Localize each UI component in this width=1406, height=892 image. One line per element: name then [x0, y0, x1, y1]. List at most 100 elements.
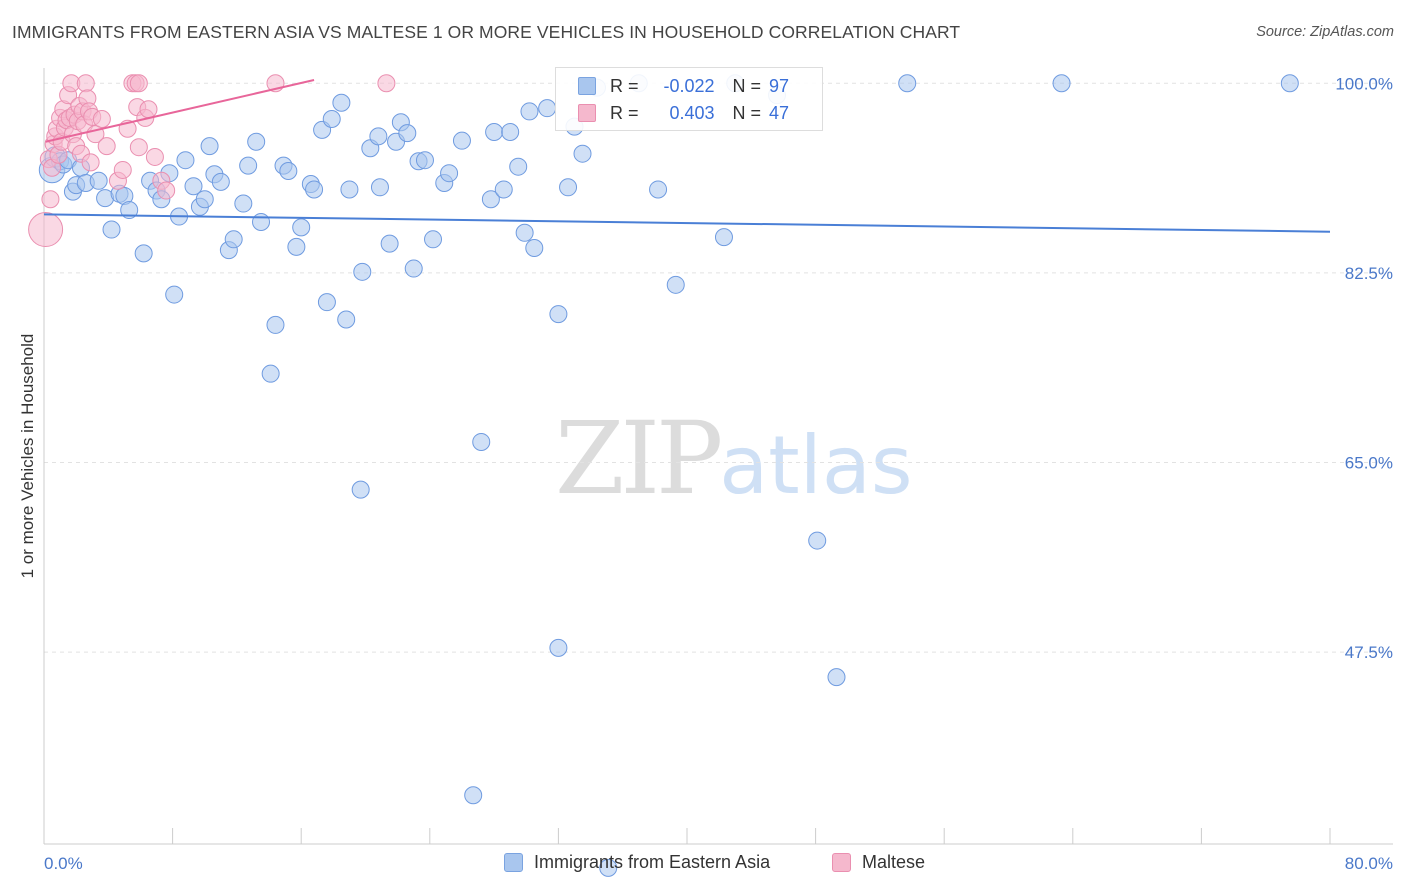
- eastern-asia-point: [494, 180, 513, 199]
- eastern-asia-point: [287, 237, 306, 256]
- watermark-atlas: atlas: [719, 419, 913, 512]
- eastern-asia-point: [464, 786, 483, 805]
- eastern-asia-point: [184, 177, 203, 196]
- maltese-point: [97, 137, 116, 156]
- eastern-asia-point: [200, 137, 219, 156]
- watermark: ZIPatlas: [555, 400, 913, 517]
- maltese-trendline: [45, 79, 315, 143]
- eastern-asia-point: [440, 164, 459, 183]
- correlation-legend: R = -0.022 N = 97 R = 0.403 N = 47: [555, 67, 823, 131]
- legend-n-value: 47: [769, 102, 790, 123]
- x-tick-label: 80.0%: [1345, 854, 1393, 873]
- maltese-point: [28, 212, 64, 248]
- eastern-asia-point: [224, 230, 243, 249]
- legend-r-label: R =: [610, 75, 639, 96]
- legend-row-maltese: R = 0.403 N = 47: [578, 101, 789, 125]
- maltese-point: [129, 138, 148, 157]
- series-legend-maltese: Maltese: [832, 852, 925, 873]
- maltese-point: [76, 74, 95, 93]
- eastern-asia-point: [714, 228, 733, 247]
- eastern-asia-point: [89, 171, 108, 190]
- y-tick-label: 65.0%: [1345, 454, 1393, 473]
- legend-r-value: -0.022: [663, 75, 715, 96]
- eastern-asia-point: [211, 172, 230, 191]
- y-tick-label: 100.0%: [1335, 74, 1393, 93]
- eastern-asia-point: [266, 315, 285, 334]
- series-legend: Immigrants from Eastern Asia Maltese: [0, 852, 1406, 878]
- series-legend-eastern-asia: Immigrants from Eastern Asia: [504, 852, 770, 873]
- eastern-asia-point: [340, 180, 359, 199]
- x-tick-label: 0.0%: [44, 854, 83, 873]
- eastern-asia-point: [501, 123, 520, 142]
- eastern-asia-point: [599, 858, 618, 877]
- eastern-asia-point: [102, 220, 121, 239]
- eastern-asia-point: [134, 244, 153, 263]
- eastern-asia-point: [247, 132, 266, 151]
- eastern-asia-point: [195, 190, 214, 209]
- source-label: Source: ZipAtlas.com: [1256, 24, 1394, 40]
- eastern-asia-point: [538, 99, 557, 118]
- legend-r-value: 0.403: [669, 102, 715, 123]
- eastern-asia-point: [472, 432, 491, 451]
- maltese-point: [157, 181, 176, 200]
- eastern-asia-point: [261, 364, 280, 383]
- watermark-zip: ZIP: [555, 400, 723, 517]
- eastern-asia-point: [252, 212, 271, 231]
- legend-n-label: N =: [732, 75, 762, 96]
- eastern-asia-point: [369, 127, 388, 146]
- eastern-asia-point: [649, 180, 668, 199]
- eastern-asia-point: [370, 178, 389, 197]
- eastern-asia-point: [239, 156, 258, 175]
- eastern-asia-point: [549, 305, 568, 324]
- eastern-asia-point: [279, 162, 298, 181]
- eastern-asia-point: [520, 102, 539, 121]
- eastern-asia-point: [485, 123, 504, 142]
- eastern-asia-point: [337, 310, 356, 329]
- legend-n-value: 97: [769, 75, 790, 96]
- eastern-asia-point: [351, 480, 370, 499]
- maltese-point: [145, 147, 164, 166]
- eastern-asia-point: [380, 234, 399, 253]
- eastern-asia-point: [353, 262, 372, 281]
- maltese-point: [139, 100, 158, 119]
- eastern-asia-point: [292, 218, 311, 237]
- eastern-asia-point: [120, 201, 139, 220]
- eastern-asia-point: [573, 144, 592, 163]
- legend-n-label: N =: [732, 102, 762, 123]
- eastern-asia-point: [549, 638, 568, 657]
- series-swatch-pink: [832, 853, 851, 872]
- eastern-asia-point: [165, 285, 184, 304]
- eastern-asia-point: [515, 223, 534, 242]
- eastern-asia-point: [332, 93, 351, 112]
- y-tick-label: 47.5%: [1345, 643, 1393, 662]
- eastern-asia-point: [398, 124, 417, 143]
- eastern-asia-point: [525, 238, 544, 257]
- eastern-asia-point: [808, 531, 827, 550]
- maltese-point: [92, 110, 111, 129]
- maltese-point: [41, 190, 60, 209]
- eastern-asia-point: [322, 110, 341, 129]
- eastern-asia-point: [424, 230, 443, 249]
- eastern-asia-trendline: [43, 213, 1331, 233]
- series-swatch-blue: [504, 853, 523, 872]
- maltese-point: [377, 74, 396, 93]
- legend-r-label: R =: [610, 102, 639, 123]
- eastern-asia-point: [898, 74, 917, 93]
- eastern-asia-point: [559, 178, 578, 197]
- eastern-asia-point: [1052, 74, 1071, 93]
- eastern-asia-point: [305, 180, 324, 199]
- maltese-point: [113, 160, 132, 179]
- chart-title: IMMIGRANTS FROM EASTERN ASIA VS MALTESE …: [12, 22, 961, 42]
- eastern-asia-point: [234, 194, 253, 213]
- eastern-asia-point: [1280, 74, 1299, 93]
- eastern-asia-point: [827, 668, 846, 687]
- eastern-asia-point: [317, 293, 336, 312]
- legend-swatch-pink: [578, 104, 596, 122]
- legend-row-eastern-asia: R = -0.022 N = 97: [578, 74, 789, 98]
- eastern-asia-point: [176, 151, 195, 170]
- legend-swatch-blue: [578, 77, 596, 95]
- eastern-asia-point: [404, 259, 423, 278]
- y-tick-label: 82.5%: [1345, 264, 1393, 283]
- series-label-eastern-asia: Immigrants from Eastern Asia: [534, 852, 771, 872]
